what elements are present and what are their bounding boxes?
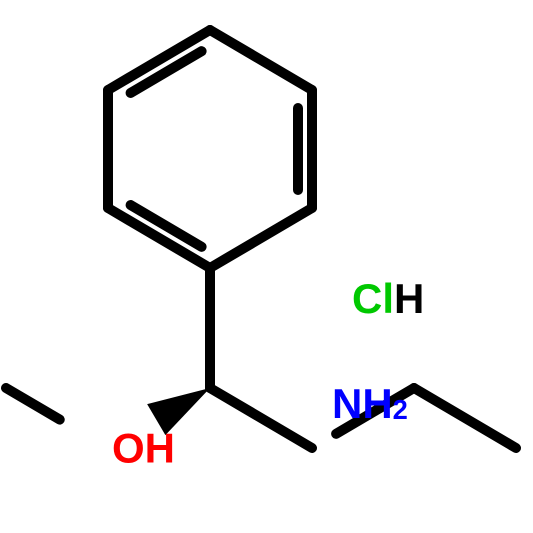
chemical-structure-diagram: OH NH2 ClH [0,0,533,533]
hcl-label: ClH [352,275,424,322]
hydroxyl-label: OH [112,425,175,472]
amine-label: NH2 [332,380,408,427]
